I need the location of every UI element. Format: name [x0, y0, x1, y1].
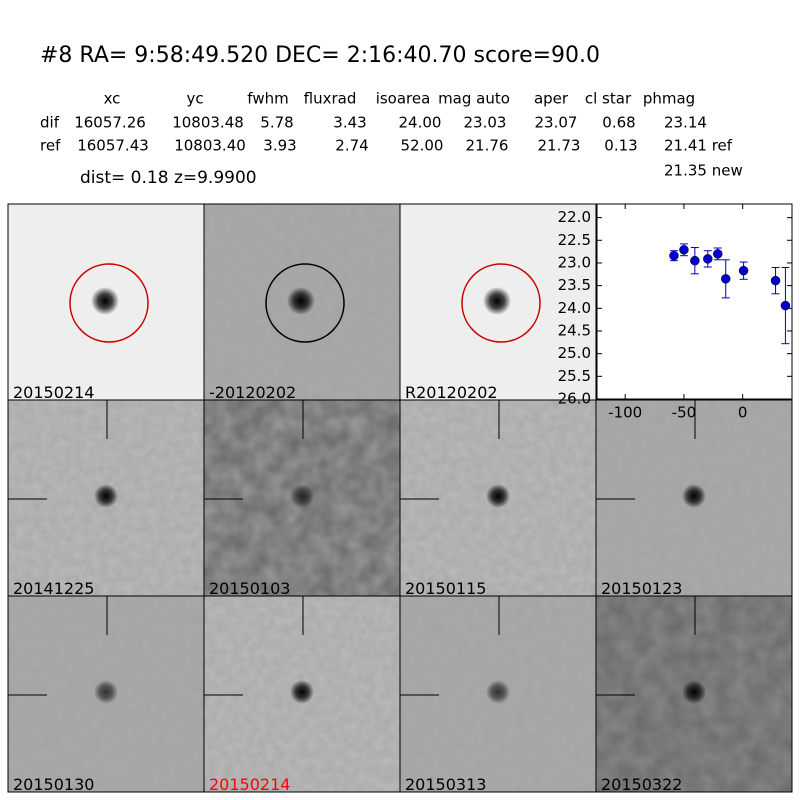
point	[780, 300, 791, 311]
aperture	[69, 263, 149, 343]
source	[287, 287, 315, 315]
y-tick-label: 26.0	[558, 390, 591, 408]
x-tick-label: -50	[672, 404, 697, 422]
x-tick-label: 0	[738, 404, 748, 422]
source	[94, 484, 118, 508]
y-tick-label: 23.0	[558, 253, 591, 271]
row-label: dif	[40, 114, 60, 132]
source	[486, 680, 510, 704]
cell: 10803.40	[174, 137, 246, 155]
image-label: 20150322	[601, 775, 682, 794]
point	[770, 275, 781, 286]
column-header: mag auto	[438, 90, 510, 108]
y-tick-label: 23.5	[558, 276, 591, 294]
cell: 52.00	[401, 137, 444, 155]
y-tick-label: 22.5	[558, 231, 591, 249]
cell: 21.35 new	[664, 162, 743, 180]
y-tick-label: 25.5	[558, 367, 591, 385]
cell: 21.73	[538, 137, 581, 155]
column-header: isoarea	[376, 90, 431, 108]
aperture	[265, 263, 345, 343]
image-label: 20150214	[209, 775, 290, 794]
point	[713, 249, 723, 259]
image-border	[595, 595, 793, 793]
column-header: xc	[104, 90, 121, 108]
cell: 21.41 ref	[664, 137, 733, 155]
point	[679, 245, 689, 255]
plot-area	[596, 203, 793, 400]
title: #8 RA= 9:58:49.520 DEC= 2:16:40.70 score…	[40, 43, 600, 68]
cell: 3.93	[263, 137, 296, 155]
image-label: 20141225	[13, 579, 94, 598]
lightcurve: 22.0 22.5 23.0 23.5 24.0 24.5 25.0 25.5 26.0 -100…	[558, 203, 793, 422]
cell: 2.74	[335, 137, 368, 155]
cell: 23.07	[535, 114, 578, 132]
dist: dist= 0.18 z=9.9900	[80, 168, 257, 188]
point	[690, 255, 700, 266]
cell: 0.68	[602, 114, 635, 132]
image-label: 20150130	[13, 775, 94, 794]
y-tick-label: 25.0	[558, 344, 591, 362]
column-header: aper	[534, 90, 569, 108]
source	[486, 484, 510, 508]
image-label: 20150115	[405, 579, 486, 598]
row-label: ref	[40, 137, 61, 155]
column-header: fwhm	[247, 90, 288, 108]
source	[682, 484, 706, 508]
source	[483, 287, 511, 315]
cell: 21.76	[466, 137, 509, 155]
image-grid: 20150214 -20120202 R20120202 20141225 201501…	[7, 203, 793, 794]
point	[738, 265, 749, 276]
column-header: cl star	[585, 90, 632, 108]
image-label: 20150103	[209, 579, 290, 598]
cell: 5.78	[260, 114, 293, 132]
cell: 23.14	[664, 114, 707, 132]
source	[290, 680, 314, 704]
aperture	[461, 263, 541, 343]
x-tick-label: -100	[608, 404, 642, 422]
y-tick-label: 24.5	[558, 321, 591, 339]
cell: 3.43	[333, 114, 366, 132]
image-label: 20150214	[13, 383, 94, 402]
cell: 23.03	[464, 114, 507, 132]
source	[682, 680, 706, 704]
point	[669, 250, 679, 261]
cell: 0.13	[604, 137, 637, 155]
column-header: phmag	[643, 90, 695, 108]
cell: 10803.48	[172, 114, 244, 132]
image-label: R20120202	[405, 383, 498, 402]
source	[94, 680, 118, 704]
column-header: fluxrad	[304, 90, 357, 108]
image-label: 20150123	[601, 579, 682, 598]
image-label: -20120202	[209, 383, 296, 402]
y-tick-label: 24.0	[558, 299, 591, 317]
y-tick-label: 22.0	[558, 208, 591, 226]
column-header: yc	[186, 90, 203, 108]
point	[720, 274, 731, 284]
cell: 16057.43	[77, 137, 149, 155]
source	[91, 287, 119, 315]
cell: 16057.26	[74, 114, 146, 132]
source	[290, 484, 314, 508]
cell: 24.00	[399, 114, 442, 132]
image-label: 20150313	[405, 775, 486, 794]
point	[703, 254, 713, 264]
